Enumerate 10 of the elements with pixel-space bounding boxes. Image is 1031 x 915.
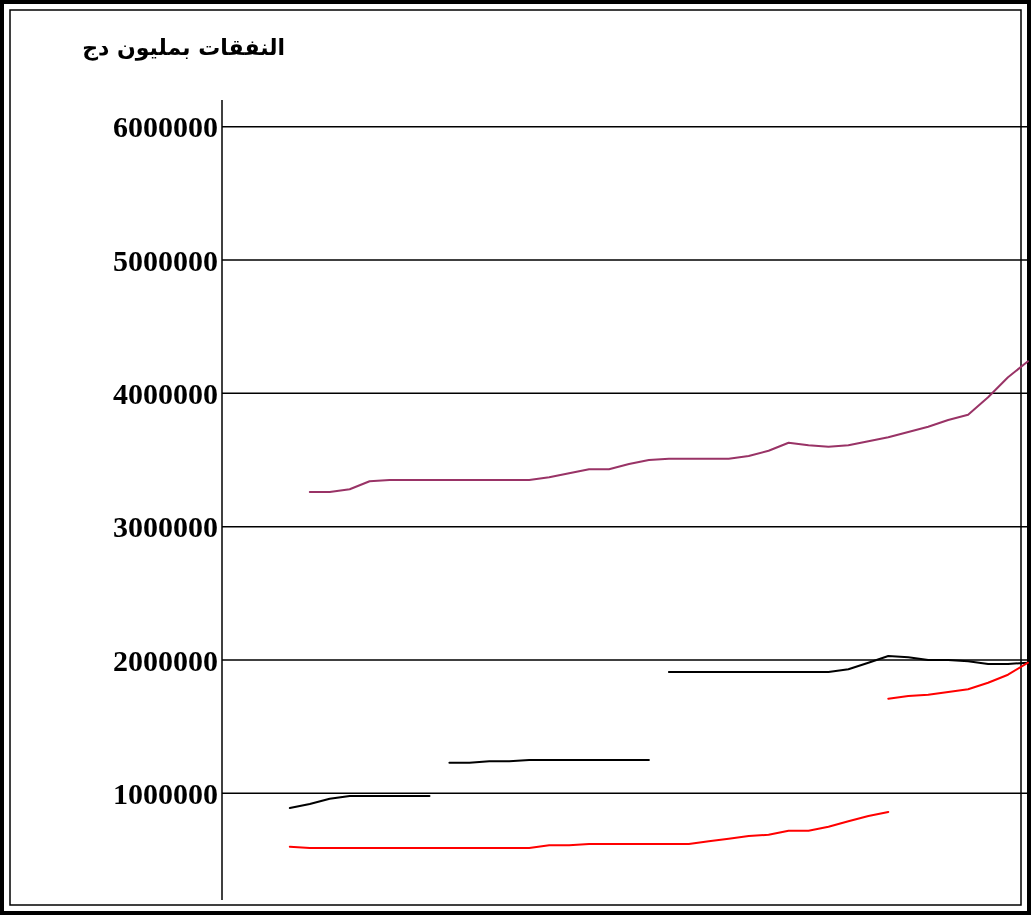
line-series [887,661,1029,700]
line-series [288,811,890,849]
y-tick-label: 2000000 [113,643,218,677]
chart-title: النفقات بمليون دج [82,35,285,61]
y-tick-label: 3000000 [113,510,218,544]
line-series [308,360,1029,493]
y-tick-label: 4000000 [113,376,218,410]
y-tick-label: 5000000 [113,243,218,277]
y-tick-label: 6000000 [113,110,218,144]
y-tick-label: 1000000 [113,776,218,810]
